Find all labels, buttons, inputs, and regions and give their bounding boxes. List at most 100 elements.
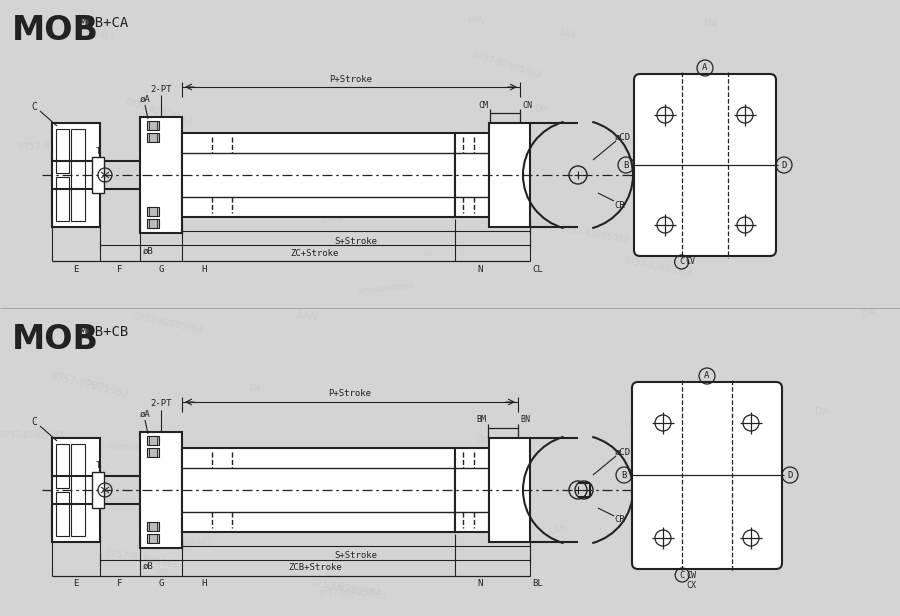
Text: T: T <box>95 147 101 155</box>
Text: DA: DA <box>408 168 423 178</box>
Bar <box>147 436 158 445</box>
Text: DA: DA <box>295 456 310 469</box>
Bar <box>147 121 158 129</box>
Bar <box>140 117 182 233</box>
Bar <box>147 447 158 456</box>
Text: DA: DA <box>475 435 491 446</box>
Text: CR: CR <box>615 516 626 524</box>
Text: CN: CN <box>522 100 532 110</box>
Bar <box>92 472 104 508</box>
Text: CX: CX <box>686 580 697 590</box>
Text: LAN: LAN <box>153 568 168 575</box>
Text: LAN: LAN <box>624 136 643 149</box>
Bar <box>489 438 530 542</box>
Text: F: F <box>117 264 122 274</box>
Text: øCD: øCD <box>615 132 631 142</box>
Bar <box>56 129 69 173</box>
Text: E: E <box>73 580 78 588</box>
Text: ZCB+Stroke: ZCB+Stroke <box>288 564 342 572</box>
Text: BN: BN <box>520 416 530 424</box>
Text: D: D <box>788 471 793 479</box>
Bar <box>182 133 455 217</box>
Bar <box>56 177 69 221</box>
Text: B: B <box>621 471 626 479</box>
Text: 0757-82805963: 0757-82805963 <box>310 578 388 602</box>
Bar <box>140 432 182 548</box>
Text: BL: BL <box>533 580 544 588</box>
Text: A: A <box>705 371 710 381</box>
Bar <box>489 123 530 227</box>
Text: C: C <box>32 102 37 112</box>
Text: H: H <box>202 264 207 274</box>
Text: F: F <box>117 580 122 588</box>
Text: 0757-82805963: 0757-82805963 <box>52 22 115 43</box>
Text: LAN: LAN <box>558 28 576 41</box>
Text: CV: CV <box>686 257 696 267</box>
Text: 0757-82805963: 0757-82805963 <box>17 140 93 152</box>
Text: S+Stroke: S+Stroke <box>335 237 377 246</box>
FancyBboxPatch shape <box>634 74 776 256</box>
Text: 0757-82805963: 0757-82805963 <box>87 442 145 451</box>
Text: LAN: LAN <box>57 144 80 159</box>
Text: ZC+Stroke: ZC+Stroke <box>291 248 339 257</box>
Bar <box>71 444 85 536</box>
Bar <box>147 219 158 227</box>
Text: 0757-82805963: 0757-82805963 <box>319 588 382 599</box>
Text: øB: øB <box>142 246 153 256</box>
Text: G: G <box>158 580 164 588</box>
Text: G: G <box>158 264 164 274</box>
Text: DA: DA <box>287 169 303 180</box>
Bar <box>92 157 104 193</box>
Text: LAN: LAN <box>465 14 485 27</box>
Text: DA: DA <box>860 307 877 320</box>
Bar <box>71 129 85 221</box>
Text: LAN: LAN <box>330 134 351 147</box>
Bar <box>56 492 69 536</box>
Text: MOB: MOB <box>12 323 99 356</box>
Text: C: C <box>32 417 37 427</box>
Text: LAN: LAN <box>320 211 343 225</box>
Bar <box>455 133 489 217</box>
Text: 2-PT: 2-PT <box>150 400 172 408</box>
Text: 0757-82805963: 0757-82805963 <box>559 224 630 246</box>
Text: T: T <box>95 461 101 471</box>
Text: 0757-82805963: 0757-82805963 <box>623 256 692 278</box>
Text: CL: CL <box>533 264 544 274</box>
Text: 0757-82805963: 0757-82805963 <box>357 283 414 295</box>
Text: LAN: LAN <box>327 582 344 593</box>
FancyBboxPatch shape <box>632 382 782 569</box>
Text: 0757-82805963: 0757-82805963 <box>123 97 194 127</box>
Text: MOB+CB: MOB+CB <box>78 325 128 339</box>
Text: S+Stroke: S+Stroke <box>335 551 377 561</box>
Bar <box>182 448 455 532</box>
Bar <box>147 533 158 543</box>
Text: D: D <box>781 161 787 169</box>
Text: C: C <box>679 257 684 267</box>
Text: DA: DA <box>248 384 261 395</box>
Text: 0757-82805963: 0757-82805963 <box>148 538 212 553</box>
Text: LAN: LAN <box>624 419 640 429</box>
Text: DA: DA <box>84 379 95 388</box>
Text: øCD: øCD <box>615 447 631 456</box>
Text: LAN: LAN <box>548 524 568 536</box>
Text: øB: øB <box>142 562 153 570</box>
Bar <box>56 444 69 488</box>
Text: LAN: LAN <box>472 577 488 585</box>
Bar <box>52 123 100 227</box>
Text: 0757-82805963: 0757-82805963 <box>471 51 543 80</box>
Text: E: E <box>73 264 78 274</box>
Text: LAN: LAN <box>748 233 768 245</box>
Text: MOB+CA: MOB+CA <box>78 16 128 30</box>
Text: MOB: MOB <box>12 14 99 47</box>
Text: P+Stroke: P+Stroke <box>328 389 372 399</box>
Text: CW: CW <box>686 570 697 580</box>
Text: 0757-82805963: 0757-82805963 <box>1 431 65 440</box>
Bar <box>147 522 158 530</box>
Text: 2-PT: 2-PT <box>150 84 172 94</box>
Text: 0757-82805963: 0757-82805963 <box>133 312 204 335</box>
Bar <box>455 448 489 532</box>
Text: DA: DA <box>535 102 549 114</box>
Text: 0757-82805963: 0757-82805963 <box>104 548 179 570</box>
Text: N: N <box>478 264 483 274</box>
Bar <box>147 206 158 216</box>
